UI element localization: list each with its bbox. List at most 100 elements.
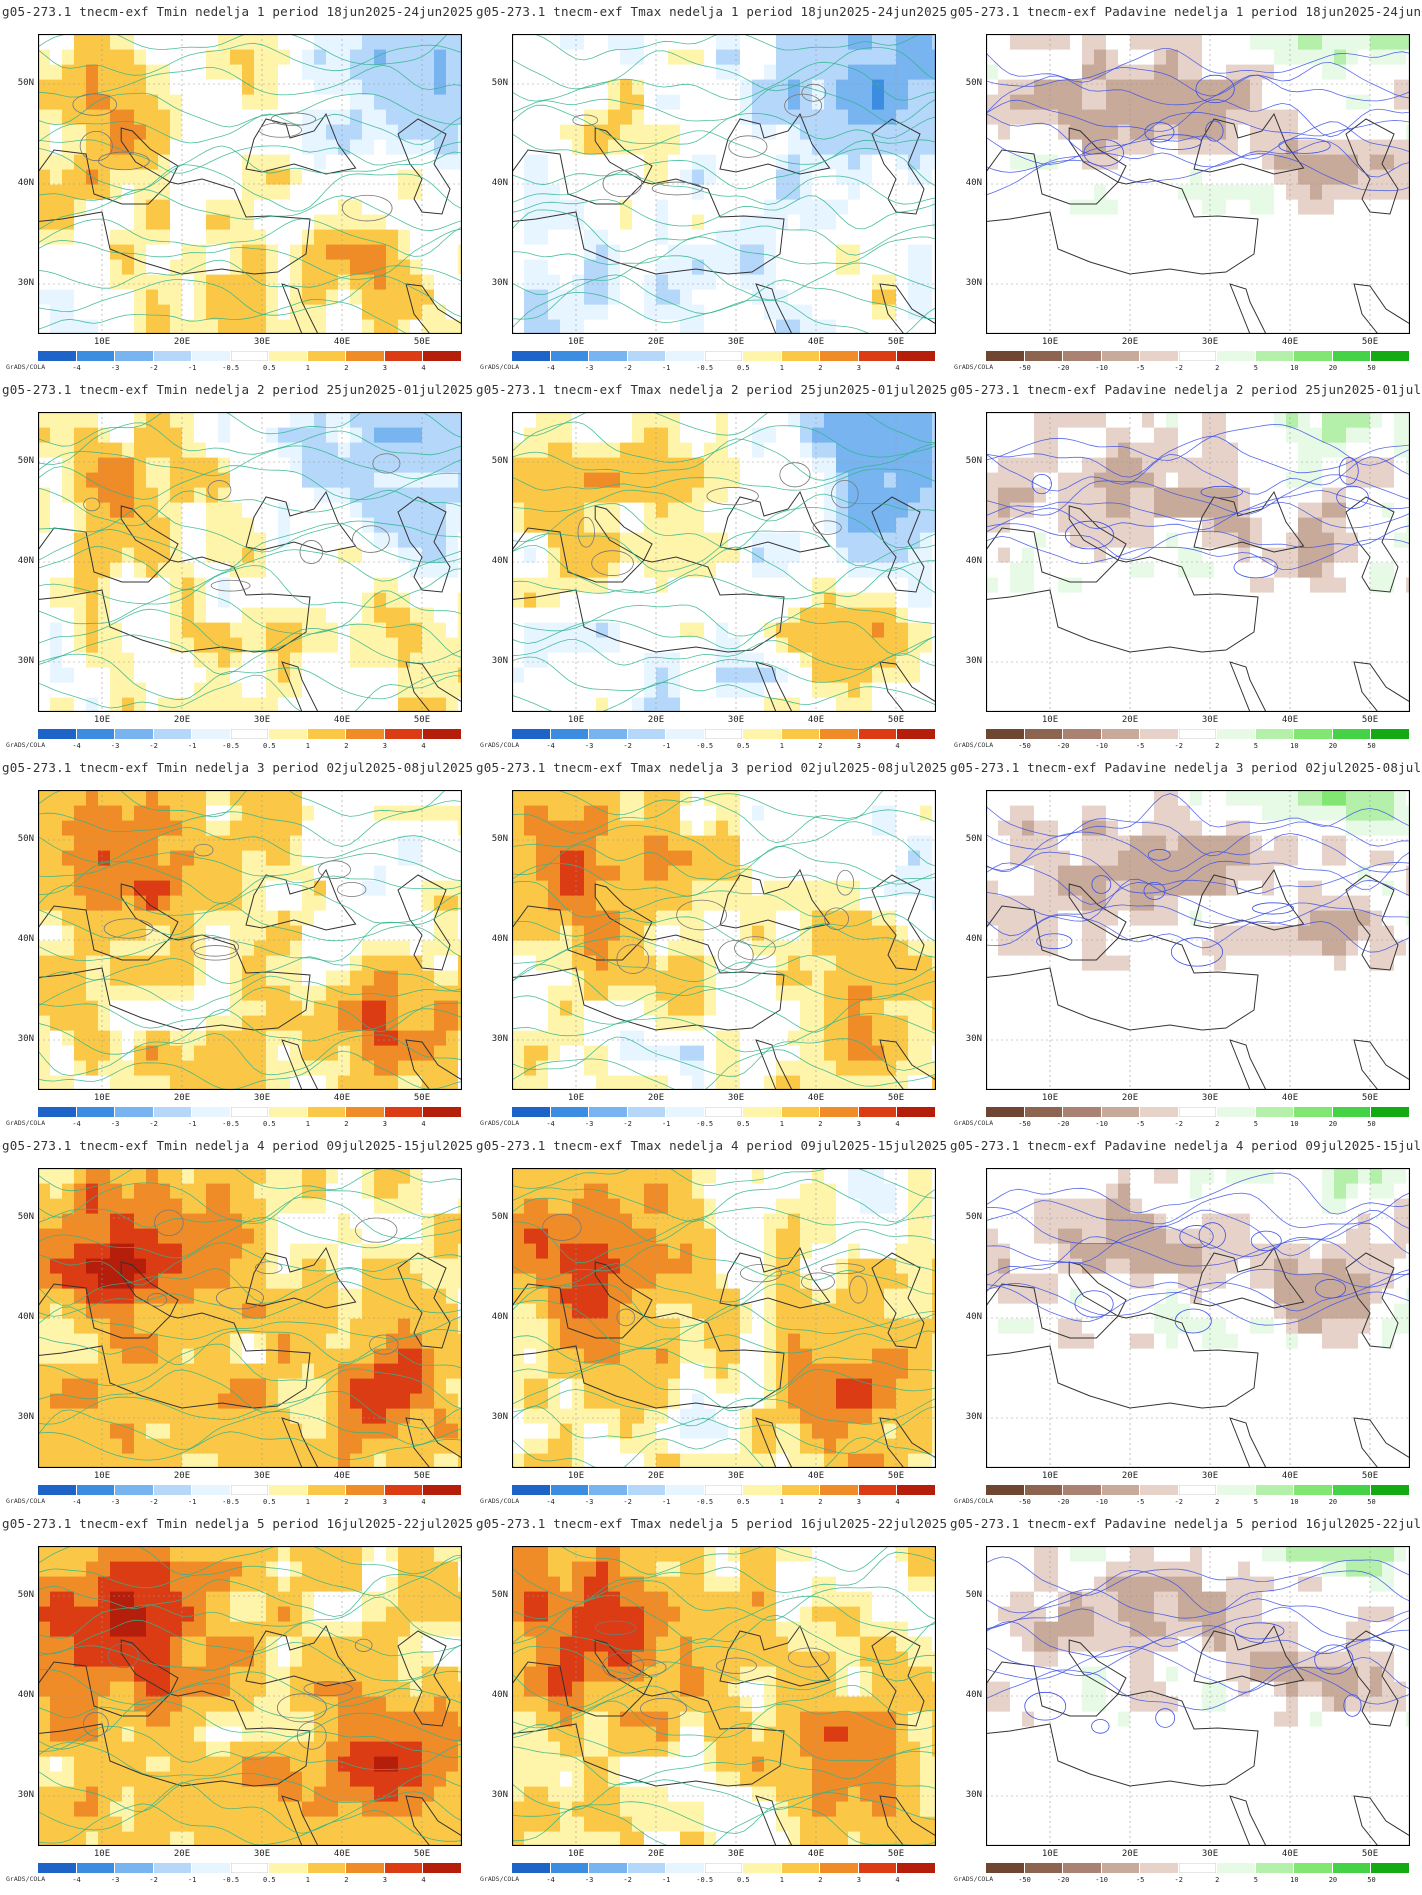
color-bar-swatch <box>820 351 859 361</box>
longitude-label: 10E <box>567 1849 585 1859</box>
color-bar-swatch <box>986 1863 1025 1873</box>
color-bar-swatch <box>115 351 154 361</box>
longitude-label: 20E <box>647 1849 665 1859</box>
longitude-label: 20E <box>647 715 665 725</box>
longitude-label: 10E <box>93 1093 111 1103</box>
longitude-label: 10E <box>567 1093 585 1103</box>
map-panel-tmin-week-1: g05-273.1 tnecm-exf Tmin nedelja 1 perio… <box>2 4 474 381</box>
color-bar-labels: -4 -3 -2 -1 -0.5 0.5 1 2 3 4 <box>512 364 936 374</box>
color-bar-swatch <box>1294 729 1333 739</box>
longitude-label: 40E <box>333 715 351 725</box>
grads-credit: GrADS/COLA <box>6 363 46 371</box>
color-bar-tick-label: -3 <box>110 1876 120 1884</box>
color-bar-labels: -50 -20 -10 -5 -2 2 5 10 20 50 <box>986 1876 1410 1886</box>
longitude-label: 30E <box>727 337 745 347</box>
grads-credit: GrADS/COLA <box>480 1119 520 1127</box>
color-bar-labels: -4 -3 -2 -1 -0.5 0.5 1 2 3 4 <box>512 1498 936 1508</box>
map-area <box>986 1168 1410 1468</box>
color-bar-swatch <box>153 1107 193 1117</box>
color-bar-tick-label: 2 <box>1215 1120 1220 1128</box>
map-area <box>38 34 462 334</box>
color-bar-tick-label: -2 <box>149 1120 158 1128</box>
color-bar-tick-label: 4 <box>421 364 426 372</box>
latitude-label: 40N <box>965 934 982 944</box>
color-bar-tick-label: -2 <box>623 1498 632 1506</box>
grads-credit: GrADS/COLA <box>480 363 520 371</box>
color-bar-swatch <box>1140 1485 1179 1495</box>
field-cells <box>512 412 936 712</box>
field-cells <box>38 412 462 712</box>
longitude-label: 30E <box>727 1093 745 1103</box>
longitude-label: 50E <box>413 1471 431 1481</box>
color-bar-tick-label: -20 <box>1056 364 1070 372</box>
color-bar-tick-label: -4 <box>546 364 555 372</box>
color-bar-tick-label: 3 <box>382 1876 388 1884</box>
color-bar-swatch <box>76 729 116 739</box>
longitude-label: 30E <box>727 1471 745 1481</box>
color-bar-tick-label: 2 <box>818 1498 823 1506</box>
color-bar-swatch <box>704 1863 744 1873</box>
color-bar-swatch <box>384 1107 424 1117</box>
color-bar-tick-label: -2 <box>149 742 158 750</box>
panel-title: g05-273.1 tnecm-exf Tmin nedelja 1 perio… <box>2 4 474 19</box>
color-bar-labels: -4 -3 -2 -1 -0.5 0.5 1 2 3 4 <box>38 1498 462 1508</box>
map-panel-tmax-week-2: g05-273.1 tnecm-exf Tmax nedelja 2 perio… <box>476 382 947 759</box>
color-bar-swatch <box>1255 1485 1295 1495</box>
longitude-label: 20E <box>1121 1093 1139 1103</box>
longitude-label: 40E <box>1281 1093 1299 1103</box>
longitude-label: 10E <box>93 1849 111 1859</box>
color-bar-swatch <box>192 351 231 361</box>
graticule <box>986 1168 1410 1468</box>
temperature-contours <box>512 1168 936 1468</box>
color-bar-tick-label: 5 <box>1253 1876 1258 1884</box>
longitude-label: 30E <box>253 1093 271 1103</box>
longitude-label: 20E <box>1121 337 1139 347</box>
color-bar-swatch <box>153 1485 193 1495</box>
color-bar-tick-label: -50 <box>1018 364 1031 372</box>
color-bar-swatch <box>627 351 667 361</box>
map-svg <box>38 34 462 334</box>
color-bar-swatch <box>1063 729 1102 739</box>
map-panel-precip-week-1: g05-273.1 tnecm-exf Padavine nedelja 1 p… <box>950 4 1422 381</box>
color-bar-swatch <box>589 729 628 739</box>
latitude-label: 30N <box>491 1790 508 1800</box>
color-bar <box>512 1107 937 1117</box>
color-bar-swatch <box>1371 1485 1411 1495</box>
color-bar-tick-label: 10 <box>1290 1120 1299 1128</box>
longitude-label: 30E <box>253 715 271 725</box>
latitude-label: 40N <box>17 1690 34 1700</box>
map-svg <box>38 1546 462 1846</box>
panel-title: g05-273.1 tnecm-exf Padavine nedelja 4 p… <box>950 1138 1422 1153</box>
color-bar-swatch <box>550 729 590 739</box>
color-bar-tick-label: -10 <box>1095 1498 1108 1506</box>
map-panel-tmax-week-3: g05-273.1 tnecm-exf Tmax nedelja 3 perio… <box>476 760 947 1137</box>
color-bar-tick-label: -10 <box>1095 1876 1108 1884</box>
color-bar-tick-label: -0.5 <box>222 1876 240 1884</box>
color-bar-tick-label: 20 <box>1328 364 1338 372</box>
color-bar-swatch <box>897 1863 937 1873</box>
color-bar-tick-label: -0.5 <box>696 742 714 750</box>
color-bar-swatch <box>1101 351 1141 361</box>
field-cells <box>986 412 1410 712</box>
latitude-label: 40N <box>965 556 982 566</box>
graticule <box>986 1546 1410 1846</box>
panel-title: g05-273.1 tnecm-exf Tmin nedelja 3 perio… <box>2 760 474 775</box>
longitude-label: 10E <box>1041 1093 1059 1103</box>
color-bar-tick-label: 3 <box>856 1120 862 1128</box>
color-bar-tick-label: -3 <box>110 1120 120 1128</box>
map-svg <box>38 790 462 1090</box>
longitude-label: 20E <box>173 1093 191 1103</box>
longitude-label: 20E <box>173 1849 191 1859</box>
color-bar-swatch <box>627 729 667 739</box>
color-bar-swatch <box>1294 1107 1333 1117</box>
color-bar-tick-label: 20 <box>1328 1876 1338 1884</box>
color-bar-tick-label: 2 <box>1215 364 1220 372</box>
color-bar-tick-label: -2 <box>149 364 158 372</box>
color-bar-tick-label: -50 <box>1018 1498 1031 1506</box>
color-bar-swatch <box>1101 1863 1141 1873</box>
grads-credit: GrADS/COLA <box>6 1875 46 1883</box>
latitude-label: 30N <box>965 1412 982 1422</box>
map-area <box>986 412 1410 712</box>
color-bar-swatch <box>1024 1485 1064 1495</box>
temperature-contours <box>512 1546 936 1846</box>
